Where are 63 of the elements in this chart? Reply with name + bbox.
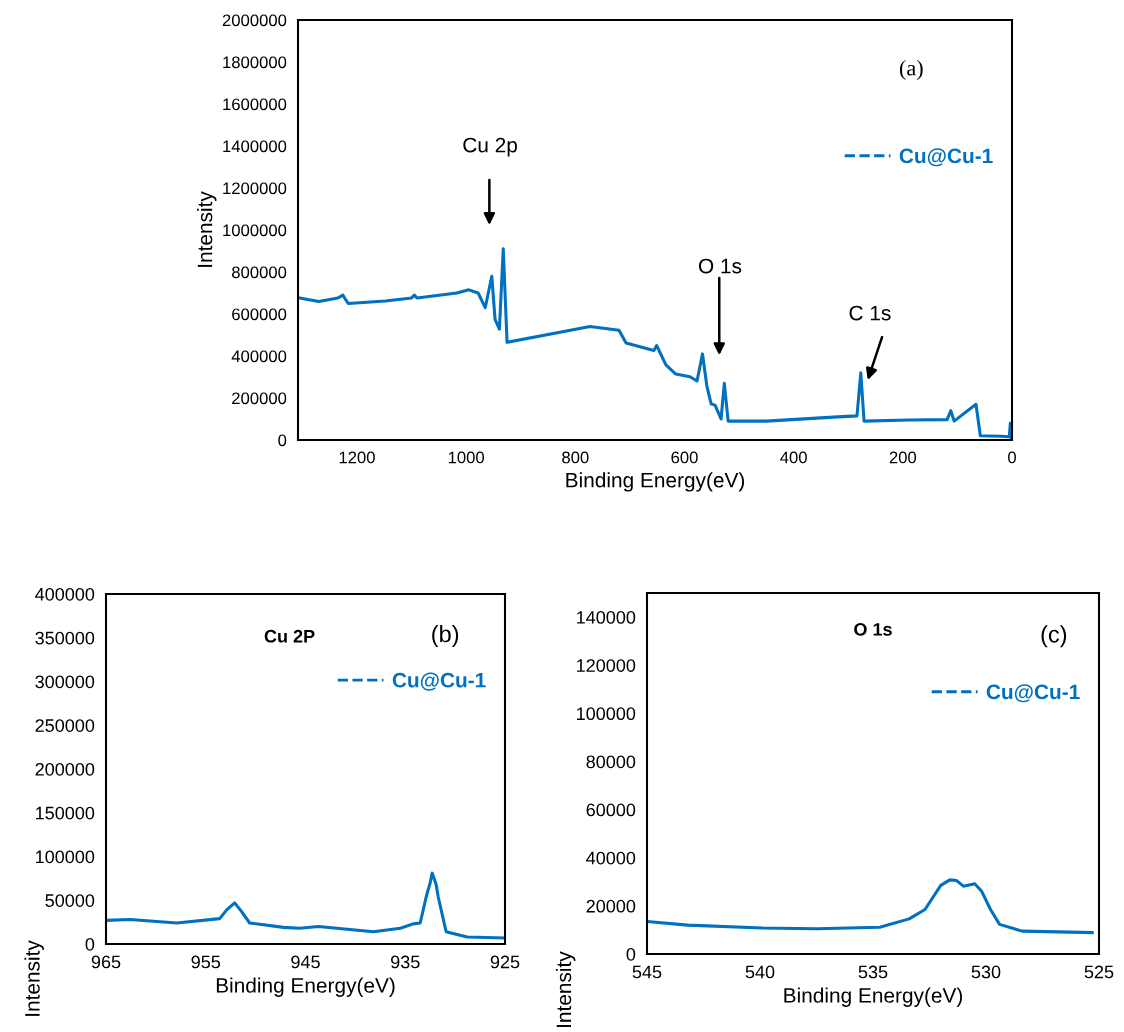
y-tick-label: 1800000 — [223, 56, 287, 69]
y-tick-label: 800000 — [232, 266, 287, 279]
x-tick-label: 965 — [91, 955, 121, 969]
y-tick-label: 2000000 — [222, 14, 287, 27]
annotation: (b) — [432, 624, 459, 647]
y-tick-label: 1400000 — [223, 140, 287, 153]
x-tick-label: 200 — [889, 451, 917, 464]
y-tick-label: 300000 — [35, 675, 95, 689]
y-tick-label: 1200000 — [223, 182, 287, 195]
y-axis-title: Intensity — [197, 191, 217, 267]
y-tick-label: 120000 — [577, 659, 636, 672]
x-tick-label: 530 — [971, 965, 1001, 979]
x-tick-label: 400 — [780, 451, 807, 464]
annotation: C 1s — [849, 305, 891, 321]
y-tick-label: 400000 — [35, 587, 95, 601]
x-tick-label: 955 — [191, 955, 221, 969]
x-axis-title: Binding Energy(eV) — [216, 977, 395, 997]
x-tick-label: 540 — [745, 965, 775, 979]
y-tick-label: 20000 — [586, 899, 636, 913]
x-tick-label: 935 — [391, 955, 420, 969]
x-tick-label: 535 — [858, 965, 888, 979]
y-tick-label: 350000 — [35, 631, 95, 645]
y-tick-label: 0 — [278, 434, 287, 447]
legend-label: Cu@Cu-1 — [392, 672, 486, 691]
y-tick-label: 200000 — [232, 392, 287, 405]
y-tick-label: 150000 — [36, 806, 95, 820]
annotation: (c) — [1041, 625, 1067, 648]
x-tick-label: 545 — [632, 965, 662, 979]
line-series — [106, 871, 505, 940]
y-tick-label: 1600000 — [223, 98, 287, 111]
y-tick-label: 600000 — [232, 308, 287, 321]
y-tick-label: 50000 — [45, 894, 95, 907]
line-series — [647, 878, 1094, 935]
annotation: O 1s — [698, 258, 742, 274]
x-axis-title: Binding Energy(eV) — [784, 987, 963, 1007]
y-axis-title: Intensity — [24, 940, 44, 1016]
annotation: (a) — [899, 59, 923, 81]
x-tick-label: 525 — [1084, 965, 1114, 979]
x-tick-label: 600 — [671, 451, 698, 464]
y-axis-title: Intensity — [555, 951, 576, 1027]
x-tick-label: 945 — [291, 955, 320, 969]
y-tick-label: 60000 — [586, 803, 636, 817]
legend-label: Cu@Cu-1 — [899, 148, 993, 167]
y-tick-label: 400000 — [231, 350, 287, 363]
y-tick-label: 40000 — [586, 851, 636, 865]
x-tick-label: 1200 — [339, 451, 375, 464]
x-axis-title: Binding Energy(eV) — [566, 472, 745, 492]
y-tick-label: 100000 — [577, 707, 636, 721]
y-tick-label: 200000 — [35, 762, 95, 776]
x-tick-label: 925 — [490, 955, 520, 969]
y-tick-label: 1000000 — [223, 224, 287, 237]
annotation: Cu 2P — [264, 629, 315, 643]
y-tick-label: 80000 — [586, 755, 636, 769]
x-tick-label: 0 — [1008, 451, 1016, 464]
legend-label: Cu@Cu-1 — [986, 684, 1080, 703]
annotation: O 1s — [854, 622, 892, 636]
y-tick-label: 250000 — [35, 719, 95, 732]
y-tick-label: 0 — [85, 937, 95, 951]
y-tick-label: 100000 — [36, 850, 95, 864]
y-tick-label: 140000 — [577, 611, 636, 624]
x-tick-label: 1000 — [448, 451, 485, 464]
x-tick-label: 800 — [562, 451, 589, 464]
annotation: Cu 2p — [463, 137, 517, 157]
